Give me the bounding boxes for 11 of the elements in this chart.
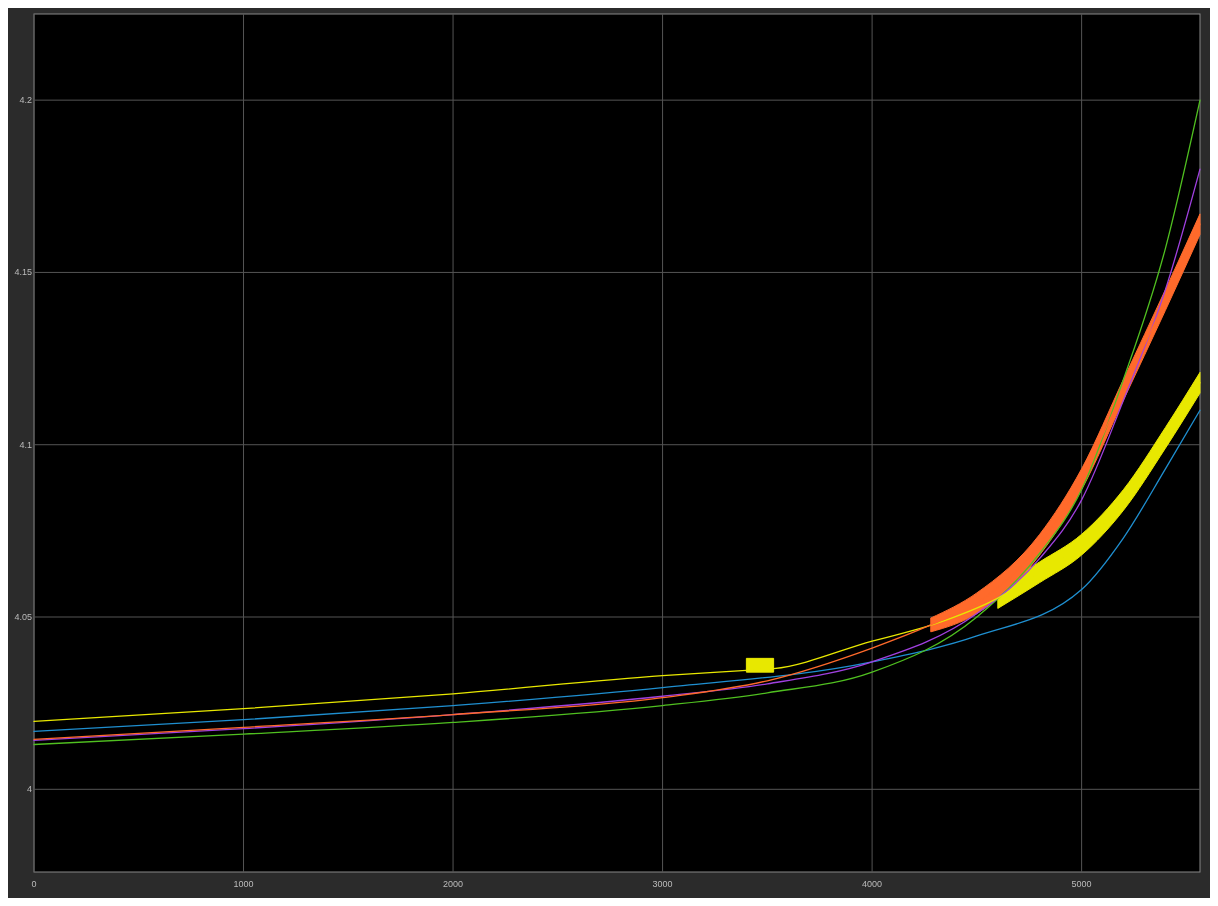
x-tick-label: 5000 [1071,879,1092,889]
y-tick-label: 4 [26,784,32,795]
y-tick-label: 4.15 [14,267,32,278]
x-tick-label: 1000 [233,879,254,889]
y-tick-label: 4.05 [14,612,32,623]
y-tick-label: 4.2 [19,95,32,106]
x-tick-label: 4000 [862,879,883,889]
y-tick-label: 4.1 [19,439,32,450]
x-tick-label: 0 [31,879,37,889]
x-tick-label: 3000 [652,879,673,889]
x-tick-label: 2000 [443,879,464,889]
